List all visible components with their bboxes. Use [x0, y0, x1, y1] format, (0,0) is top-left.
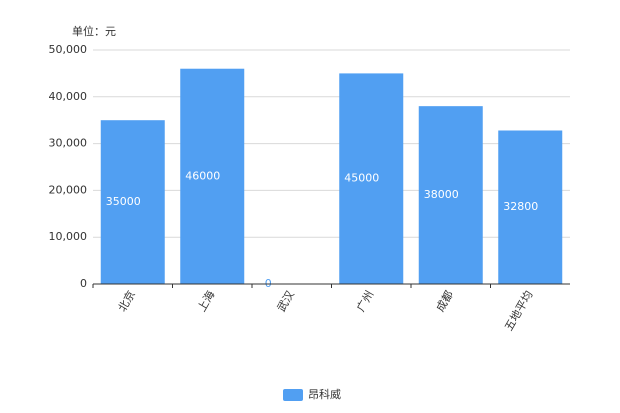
y-tick-label: 0 [80, 277, 87, 290]
x-tick-label: 成都 [434, 289, 456, 315]
x-tick-label: 武汉 [275, 289, 297, 315]
y-tick-label: 50,000 [49, 43, 88, 56]
x-tick-label: 上海 [194, 288, 217, 314]
legend-label: 昂科威 [308, 387, 341, 401]
bar [339, 73, 404, 285]
y-axis-unit: 单位：元 [72, 24, 116, 38]
bar [180, 68, 245, 284]
legend-swatch [283, 389, 303, 401]
value-label: 45000 [344, 172, 379, 185]
y-tick-label: 40,000 [49, 90, 88, 103]
bar [498, 130, 563, 284]
value-label: 35000 [106, 195, 141, 208]
x-tick-label: 广州 [354, 289, 376, 315]
x-tick-label: 北京 [115, 288, 138, 314]
y-tick-label: 30,000 [49, 137, 88, 150]
x-tick-label: 五地平均 [502, 289, 535, 334]
bar [100, 120, 165, 284]
y-tick-label: 10,000 [49, 230, 88, 243]
y-tick-label: 20,000 [49, 183, 88, 196]
bar [418, 106, 483, 284]
value-label: 46000 [185, 169, 220, 182]
value-label: 38000 [424, 188, 459, 201]
value-label: 32800 [503, 200, 538, 213]
